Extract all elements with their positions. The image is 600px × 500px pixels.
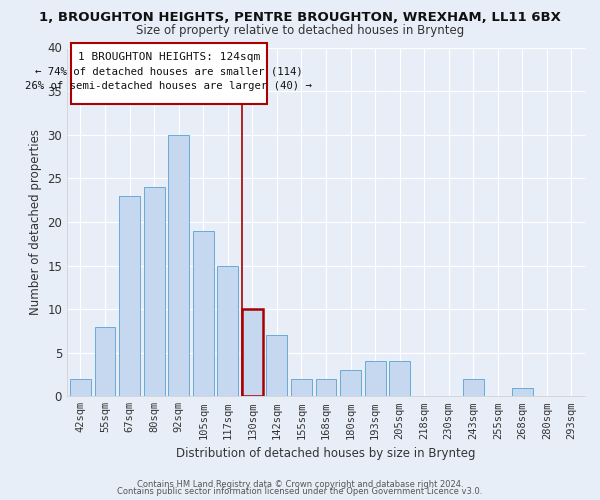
Text: Contains public sector information licensed under the Open Government Licence v3: Contains public sector information licen… [118, 488, 482, 496]
Bar [70, 379, 91, 396]
Bar [266, 336, 287, 396]
Bar [389, 362, 410, 396]
Bar [119, 196, 140, 396]
Bar [217, 266, 238, 396]
Bar [512, 388, 533, 396]
Y-axis label: Number of detached properties: Number of detached properties [29, 129, 41, 315]
Text: 1 BROUGHTON HEIGHTS: 124sqm: 1 BROUGHTON HEIGHTS: 124sqm [78, 52, 260, 62]
Text: Contains HM Land Registry data © Crown copyright and database right 2024.: Contains HM Land Registry data © Crown c… [137, 480, 463, 489]
Bar [193, 230, 214, 396]
Bar [144, 187, 164, 396]
Bar [365, 362, 386, 396]
Text: 26% of semi-detached houses are larger (40) →: 26% of semi-detached houses are larger (… [25, 80, 313, 90]
Bar [291, 379, 312, 396]
Bar [242, 309, 263, 396]
Bar [463, 379, 484, 396]
Text: Size of property relative to detached houses in Brynteg: Size of property relative to detached ho… [136, 24, 464, 37]
Text: 1, BROUGHTON HEIGHTS, PENTRE BROUGHTON, WREXHAM, LL11 6BX: 1, BROUGHTON HEIGHTS, PENTRE BROUGHTON, … [39, 11, 561, 24]
Bar [168, 134, 189, 396]
Bar [340, 370, 361, 396]
FancyBboxPatch shape [71, 43, 267, 104]
Text: ← 74% of detached houses are smaller (114): ← 74% of detached houses are smaller (11… [35, 66, 303, 76]
Bar [95, 326, 115, 396]
X-axis label: Distribution of detached houses by size in Brynteg: Distribution of detached houses by size … [176, 447, 476, 460]
Bar [316, 379, 337, 396]
